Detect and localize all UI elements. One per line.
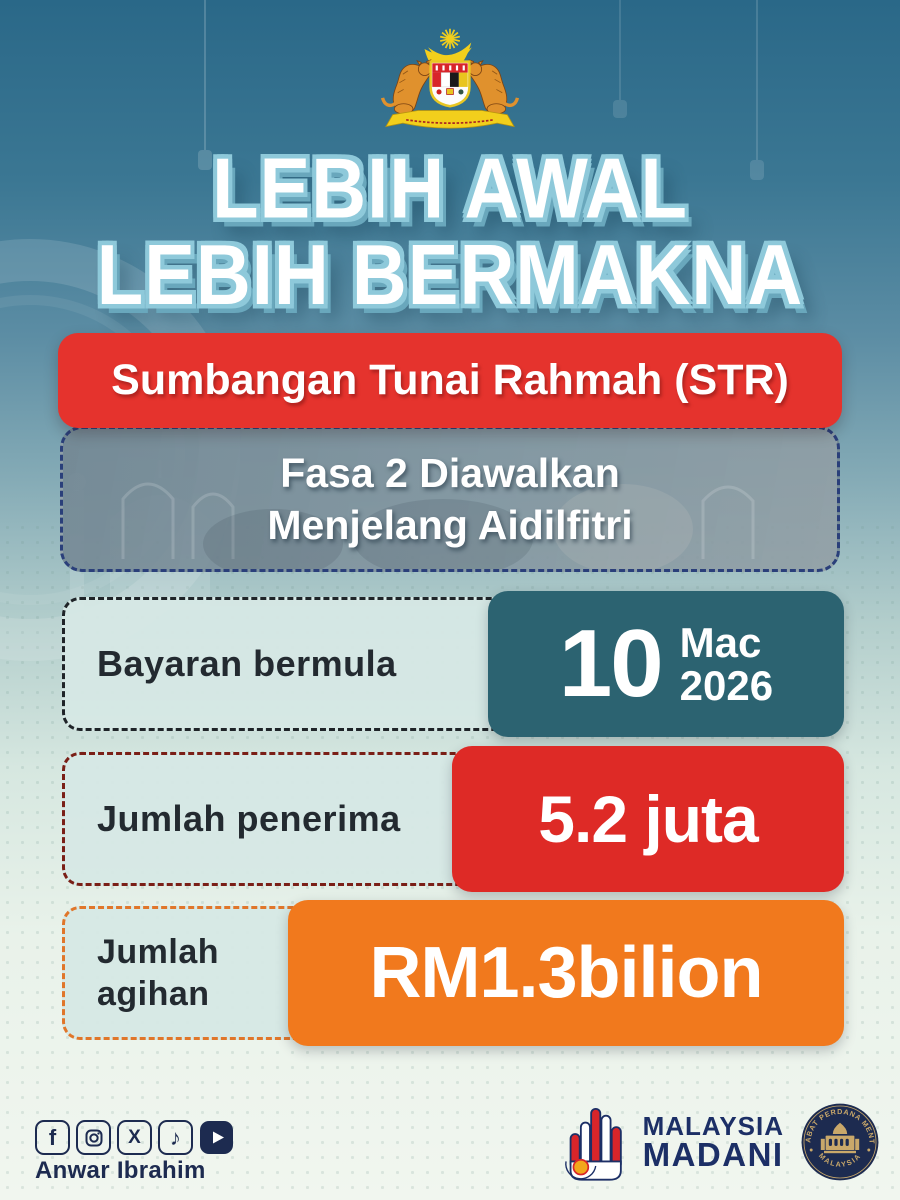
payment-date-label: Bayaran bermula: [97, 643, 397, 684]
card-payment-date: Bayaran bermula 10 Mac 2026: [62, 591, 844, 737]
malaysia-madani-logo: MALAYSIA MADANI: [563, 1102, 784, 1182]
recipients-value-box: 5.2 juta: [452, 746, 844, 892]
instagram-icon[interactable]: [76, 1120, 111, 1155]
x-glyph: X: [128, 1126, 141, 1148]
recipients-label: Jumlah penerima: [97, 798, 401, 839]
payment-date-value-box: 10 Mac 2026: [488, 591, 844, 737]
payment-month: Mac: [679, 619, 762, 666]
facebook-icon[interactable]: f: [35, 1120, 70, 1155]
phase-banner-backdrop: [121, 482, 755, 569]
x-icon[interactable]: X: [117, 1120, 152, 1155]
facebook-glyph: f: [48, 1124, 57, 1150]
madani-word-madani: MADANI: [642, 1136, 784, 1173]
poster-title: LEBIH AWAL LEBIH BERMAKNA: [0, 146, 900, 318]
str-banner-label: Sumbangan Tunai Rahmah (STR): [111, 356, 789, 404]
madani-word-malaysia: MALAYSIA: [642, 1111, 784, 1141]
youtube-icon[interactable]: [199, 1120, 234, 1155]
total-amount-value-box: RM1.3bilion: [288, 900, 844, 1046]
total-amount-label-line2: agihan: [97, 975, 210, 1013]
str-banner: Sumbangan Tunai Rahmah (STR): [58, 333, 842, 428]
tiktok-glyph: ♪: [170, 1124, 181, 1150]
seal-building-icon: [820, 1122, 860, 1154]
tiktok-icon[interactable]: ♪: [158, 1120, 193, 1155]
recipients-value: 5.2 juta: [538, 782, 758, 856]
phase-banner: Fasa 2 Diawalkan Menjelang Aidilfitri: [60, 426, 840, 572]
card-total-amount: Jumlah agihan RM1.3bilion: [62, 900, 844, 1046]
signature-name: Anwar Ibrahim: [35, 1157, 206, 1184]
total-amount-value: RM1.3bilion: [369, 933, 763, 1013]
phase-line-1: Fasa 2 Diawalkan: [280, 450, 620, 496]
madani-wordmark: MALAYSIA MADANI: [643, 1113, 784, 1171]
total-amount-label: Jumlah agihan: [65, 931, 219, 1015]
malaysia-coat-of-arms-icon: [380, 28, 520, 129]
social-icons-row: f X ♪: [35, 1120, 234, 1155]
total-amount-label-line1: Jumlah: [97, 933, 220, 971]
payment-year: 2026: [679, 662, 774, 709]
card-recipients: Jumlah penerima 5.2 juta: [62, 746, 844, 892]
payment-day: 10: [558, 610, 664, 717]
phase-line-2: Menjelang Aidilfitri: [267, 502, 633, 548]
pmo-seal: PEJABAT PERDANA MENTERI MALAYSIA: [800, 1102, 879, 1181]
title-line-2: LEBIH BERMAKNA: [96, 227, 804, 323]
title-line-1: LEBIH AWAL: [212, 141, 688, 237]
madani-hand-icon: [564, 1107, 622, 1181]
